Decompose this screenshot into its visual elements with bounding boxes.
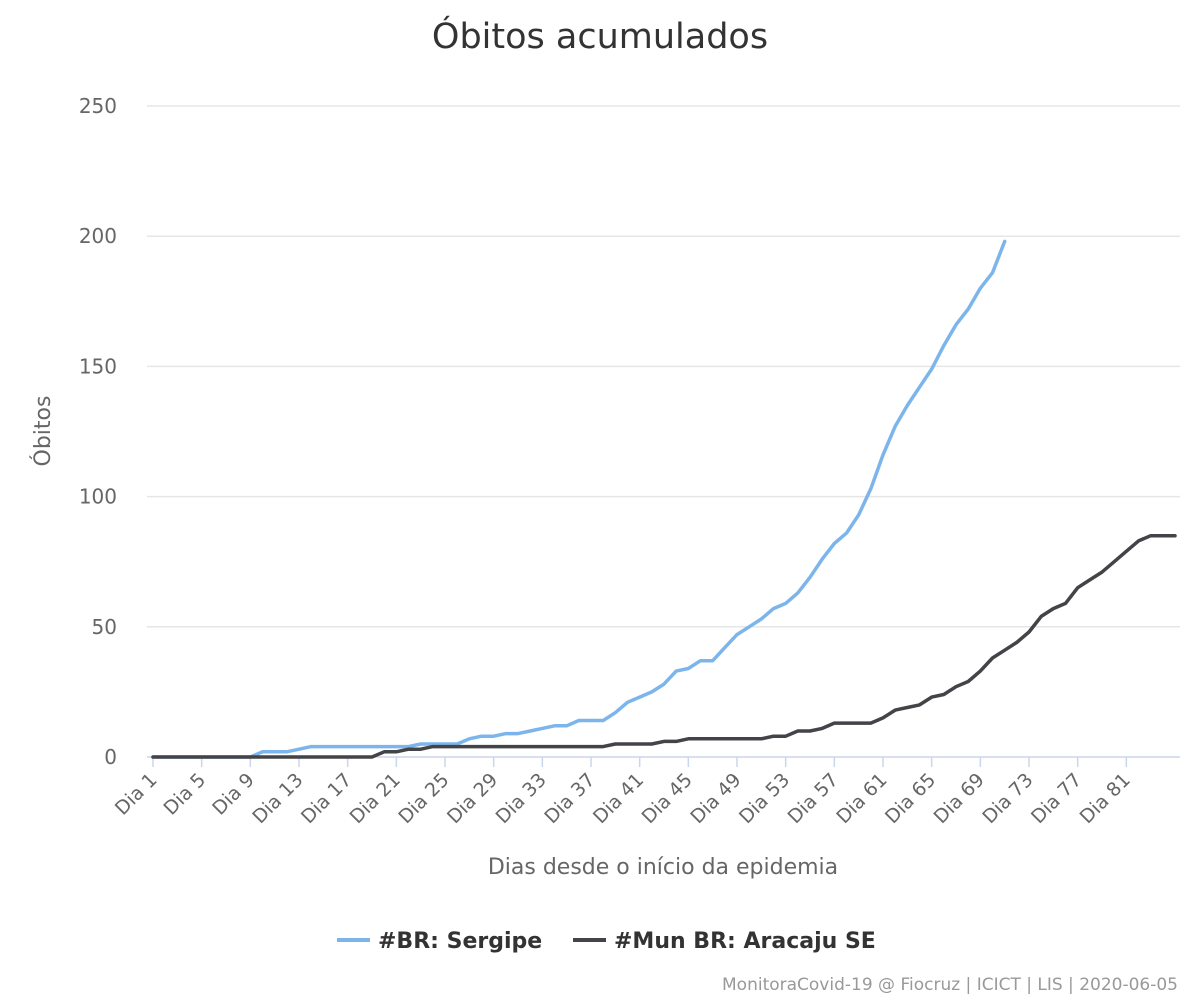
y-tick-label: 100 [79, 485, 117, 509]
series-lines [151, 239, 1177, 759]
legend: #BR: Sergipe #Mun BR: Aracaju SE [337, 929, 876, 954]
x-tick-label: Dia 13 [248, 769, 307, 828]
x-tick-label: Dia 17 [297, 769, 356, 828]
series-line-1[interactable] [151, 533, 1177, 759]
x-tick-label: Dia 73 [978, 769, 1037, 828]
y-tick-label: 250 [79, 94, 117, 118]
y-tick-label: 0 [104, 745, 117, 769]
x-tick-label: Dia 21 [346, 769, 405, 828]
x-tick-label: Dia 77 [1027, 769, 1086, 828]
y-axis-title: Óbitos [30, 396, 56, 467]
grid-lines [147, 105, 1180, 628]
x-tick-label: Dia 65 [881, 769, 940, 828]
x-tick-label: Dia 33 [492, 769, 551, 828]
x-tick-label: Dia 45 [638, 769, 697, 828]
y-tick-label: 150 [79, 354, 117, 378]
legend-label: #Mun BR: Aracaju SE [614, 929, 876, 954]
y-tick-label: 50 [92, 615, 117, 639]
x-tick-label: Dia 53 [735, 769, 794, 828]
x-tick-label: Dia 81 [1076, 769, 1135, 828]
legend-label: #BR: Sergipe [378, 929, 542, 954]
x-tick-label: Dia 61 [832, 769, 891, 828]
x-tick-label: Dia 1 [111, 769, 162, 820]
x-tick-label: Dia 29 [443, 769, 502, 828]
x-axis-title: Dias desde o início da epidemia [488, 855, 838, 880]
x-tick-label: Dia 57 [784, 769, 843, 828]
legend-item-0[interactable]: #BR: Sergipe [337, 929, 542, 954]
chart-title: Óbitos acumulados [432, 15, 768, 57]
x-tick-label: Dia 69 [930, 769, 989, 828]
y-tick-label: 200 [79, 224, 117, 248]
chart-credits[interactable]: MonitoraCovid-19 @ Fiocruz | ICICT | LIS… [722, 975, 1178, 995]
legend-item-1[interactable]: #Mun BR: Aracaju SE [573, 929, 876, 954]
x-tick-label: Dia 49 [686, 769, 745, 828]
y-axis-ticks: 0 50 100 150 200 250 [79, 94, 117, 769]
series-line-0[interactable] [151, 239, 1007, 759]
x-tick-label: Dia 41 [589, 769, 648, 828]
x-tick-label: Dia 37 [540, 769, 599, 828]
x-tick-label: Dia 25 [394, 769, 453, 828]
x-tick-label: Dia 5 [160, 769, 211, 820]
